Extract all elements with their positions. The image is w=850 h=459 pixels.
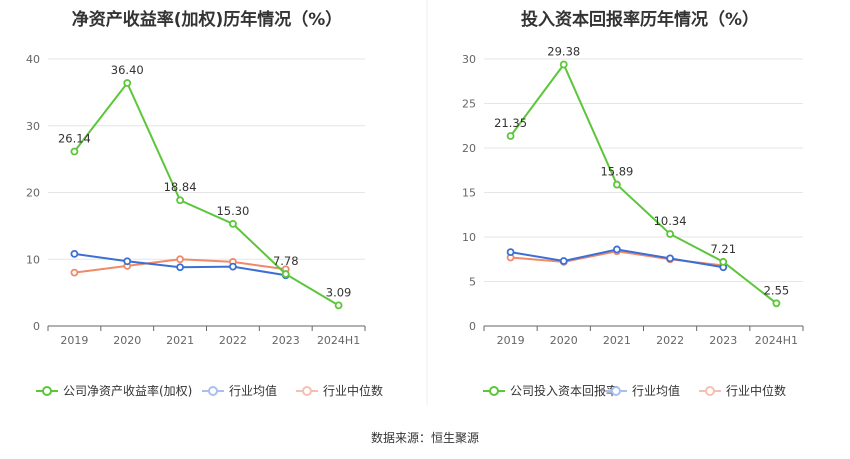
y-tick-label: 30 — [462, 53, 476, 66]
y-tick-label: 0 — [33, 320, 40, 333]
x-tick-label: 2019 — [60, 334, 88, 347]
data-point — [666, 230, 674, 238]
legend-marker — [611, 386, 621, 396]
y-tick-label: 10 — [462, 231, 476, 244]
data-label: 26.14 — [58, 132, 91, 146]
y-tick-label: 20 — [462, 142, 476, 155]
y-tick-label: 0 — [469, 320, 476, 333]
x-tick-label: 2022 — [219, 334, 247, 347]
x-tick-label: 2024H1 — [755, 334, 798, 347]
data-point — [334, 301, 343, 310]
data-point — [613, 180, 621, 189]
x-tick-label: 2020 — [113, 334, 141, 347]
x-tick-label: 2023 — [272, 334, 300, 347]
y-tick-label: 40 — [26, 53, 40, 66]
x-tick-label: 2021 — [166, 334, 194, 347]
data-label: 15.89 — [600, 165, 633, 179]
x-tick-label: 2023 — [709, 334, 737, 347]
legend-item-2[interactable]: 行业均值 — [202, 383, 277, 398]
y-tick-label: 30 — [26, 120, 40, 133]
data-label: 29.38 — [547, 45, 580, 59]
data-label: 18.84 — [164, 180, 197, 194]
data-point — [229, 262, 237, 271]
data-point — [176, 263, 184, 272]
data-point — [70, 250, 79, 258]
chart-panel-1: 净资产收益率(加权)历年情况（%） 0 10 20 30 40 2019 2020 2021 20… — [26, 9, 383, 398]
data-point — [559, 257, 568, 265]
legend-label: 行业均值 — [229, 383, 277, 398]
data-point — [506, 132, 515, 140]
y-tick-label: 5 — [469, 276, 476, 289]
legend-item-2[interactable]: 行业均值 — [605, 383, 680, 398]
chart-title: 投入资本回报率历年情况（%） — [521, 9, 759, 30]
x-tick-label: 2020 — [550, 334, 578, 347]
y-tick-label: 15 — [462, 187, 476, 200]
data-point — [123, 257, 132, 266]
legend-label: 行业中位数 — [323, 383, 383, 398]
x-tick-label: 2024H1 — [317, 334, 360, 347]
data-point — [176, 196, 184, 205]
legend-marker — [705, 386, 715, 396]
legend-marker — [302, 386, 312, 396]
legend-marker — [208, 386, 218, 396]
legend-label: 公司净资产收益率(加权) — [63, 383, 192, 398]
legend-marker — [42, 386, 52, 396]
data-source-label: 数据来源：恒生聚源 — [371, 430, 479, 445]
legend-label: 行业中位数 — [726, 383, 786, 398]
y-tick-label: 25 — [462, 98, 476, 111]
data-label: 7.78 — [273, 254, 299, 268]
legend-item-1[interactable]: 公司净资产收益率(加权) — [36, 383, 192, 398]
data-point — [70, 268, 79, 277]
data-point — [229, 219, 237, 228]
data-point — [559, 60, 568, 69]
x-tick-label: 2019 — [497, 334, 525, 347]
data-point — [123, 79, 132, 87]
data-label: 21.35 — [494, 116, 527, 130]
x-tick-label: 2022 — [656, 334, 684, 347]
legend-item-3[interactable]: 行业中位数 — [699, 383, 786, 398]
data-label: 10.34 — [654, 214, 687, 228]
legend-item-1[interactable]: 公司投入资本回报率 — [483, 383, 618, 398]
data-label: 2.55 — [764, 283, 790, 297]
data-point — [666, 254, 674, 263]
chart-panel-2: 投入资本回报率历年情况（%） 0 5 10 15 20 25 30 2019 2020 2021 20… — [462, 9, 804, 398]
data-point — [70, 147, 79, 156]
data-point — [176, 255, 184, 264]
data-label: 7.21 — [710, 242, 736, 256]
data-label: 15.30 — [216, 204, 249, 218]
legend-marker — [489, 386, 499, 396]
legend-item-3[interactable]: 行业中位数 — [296, 383, 383, 398]
data-label: 3.09 — [326, 285, 352, 299]
data-point — [772, 299, 781, 308]
series-line-1 — [73, 81, 340, 307]
data-point — [506, 248, 515, 257]
x-tick-label: 2021 — [603, 334, 631, 347]
series-line-1 — [509, 62, 778, 305]
data-point — [613, 245, 621, 254]
data-label: 36.40 — [111, 63, 144, 77]
data-point — [281, 270, 290, 278]
y-tick-label: 10 — [26, 253, 40, 266]
chart-title: 净资产收益率(加权)历年情况（%） — [72, 9, 343, 30]
legend-label: 行业均值 — [632, 383, 680, 398]
legend-label: 公司投入资本回报率 — [510, 383, 618, 398]
y-tick-label: 20 — [26, 187, 40, 200]
data-point — [719, 257, 728, 266]
